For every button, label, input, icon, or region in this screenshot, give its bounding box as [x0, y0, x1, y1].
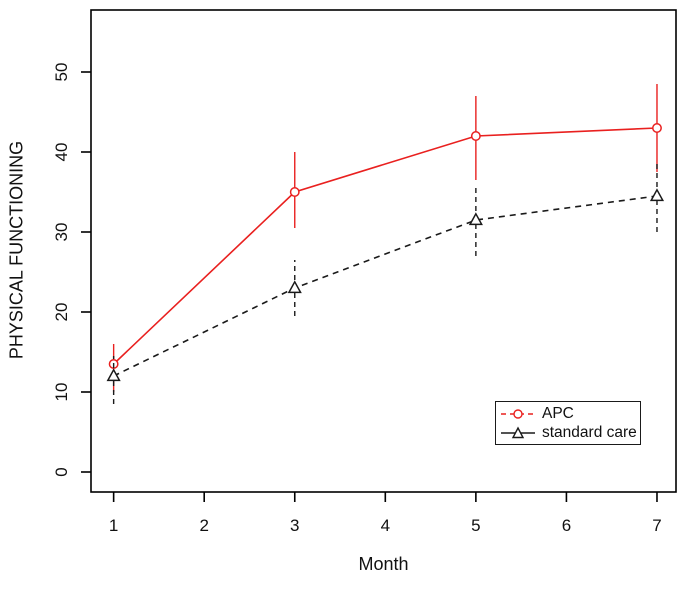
plot-box [90, 9, 677, 493]
x-tick-label: 2 [199, 516, 208, 535]
y-tick-label: 20 [52, 303, 71, 322]
data-point-triangle-standard-care [649, 188, 665, 202]
y-tick-label: 10 [52, 383, 71, 402]
apc-circle-marker-icon [513, 408, 523, 419]
y-tick-label: 0 [52, 467, 71, 476]
data-point-triangle-standard-care [287, 280, 302, 294]
x-tick-label: 7 [652, 516, 661, 535]
y-axis-title: PHYSICAL FUNCTIONING [6, 140, 27, 360]
data-point-triangle-standard-care [468, 212, 483, 226]
legend: APC standard care [495, 401, 641, 445]
y-tick-label: 40 [52, 143, 71, 162]
series-line-apc [113, 127, 658, 365]
series-line-standard-care [113, 195, 658, 377]
y-tick-label: 50 [52, 63, 71, 82]
legend-label-standard-care: standard care [542, 423, 637, 441]
legend-item-standard-care: standard care [500, 423, 637, 442]
data-point-circle-apc [652, 123, 662, 133]
y-tick-label: 30 [52, 223, 71, 242]
x-tick-label: 6 [562, 516, 571, 535]
data-point-circle-apc [289, 187, 300, 197]
legend-swatch-standard-care [501, 425, 535, 438]
standard-care-triangle-marker-icon [511, 425, 525, 438]
x-axis-title: Month [358, 554, 409, 574]
data-point-circle-apc [470, 131, 481, 141]
x-tick-label: 4 [381, 516, 390, 535]
legend-label-apc: APC [542, 404, 574, 422]
legend-swatch-apc [501, 408, 535, 419]
x-tick-label: 5 [471, 516, 480, 535]
x-tick-label: 3 [290, 516, 299, 535]
data-point-triangle-standard-care [106, 368, 121, 382]
x-tick-label: 1 [109, 516, 118, 535]
legend-item-apc: APC [500, 404, 636, 423]
